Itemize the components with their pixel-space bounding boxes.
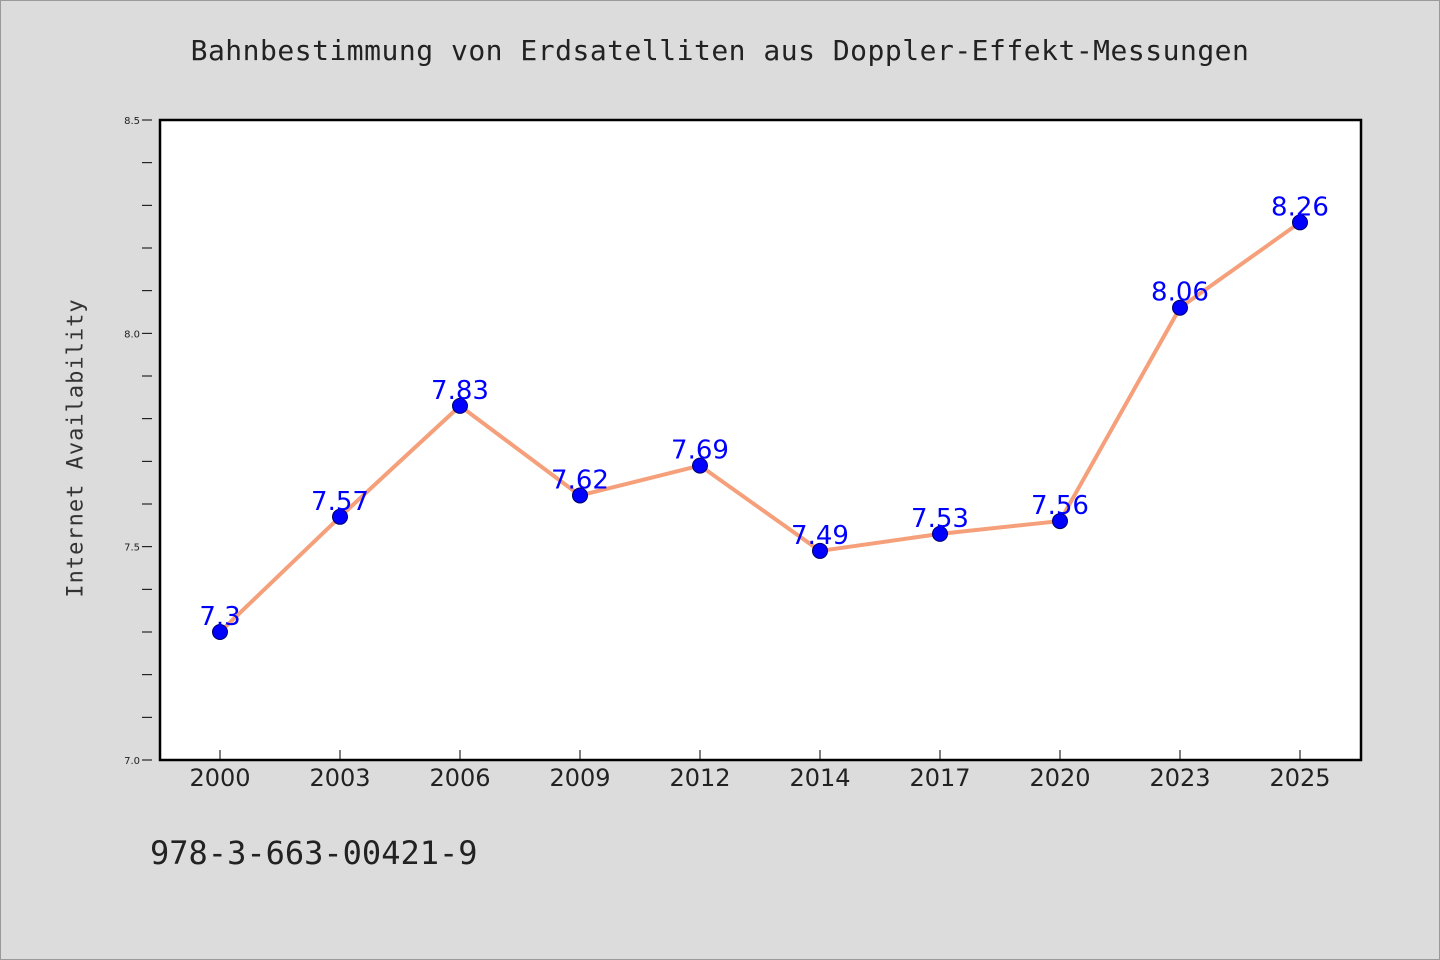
- series-line: [218, 220, 1302, 634]
- data-point: [452, 397, 468, 414]
- data-label: 7.56: [1031, 491, 1089, 521]
- x-tick-label: 2009: [549, 764, 610, 792]
- y-tick-label: 7.5: [124, 543, 140, 554]
- data-point: [1292, 214, 1308, 231]
- data-label: 8.06: [1151, 278, 1209, 308]
- data-point: [692, 457, 708, 474]
- y-axis-ticks: 7.0 7.5 8.0 8.5: [124, 116, 152, 767]
- data-point: [572, 487, 588, 504]
- data-point: [932, 525, 948, 542]
- x-tick-label: 2017: [909, 764, 970, 792]
- x-tick-label: 2020: [1029, 764, 1090, 792]
- plot-border: [158, 118, 1363, 762]
- y-tick-label: 7.0: [124, 756, 140, 767]
- x-tick-label: 2012: [669, 764, 730, 792]
- data-label: 7.49: [791, 521, 849, 551]
- x-tick-label: 2014: [789, 764, 850, 792]
- data-label: 7.83: [431, 376, 489, 406]
- data-label: 7.69: [671, 436, 729, 466]
- data-label: 7.3: [199, 602, 240, 632]
- y-tick-label: 8.5: [124, 116, 140, 127]
- x-tick-label: 2000: [189, 764, 250, 792]
- plot-area: [160, 120, 1361, 760]
- data-label: 7.57: [311, 487, 369, 517]
- data-point: [1172, 299, 1188, 316]
- data-labels: 7.3 7.57 7.83 7.62 7.69 7.49 7.53 7.56 8.06 8.26: [199, 192, 1329, 632]
- data-label: 7.62: [551, 465, 609, 495]
- chart-title: Bahnbestimmung von Erdsatelliten aus Dop…: [190, 34, 1250, 67]
- y-tick-label: 8.0: [124, 329, 140, 340]
- data-label: 8.26: [1271, 192, 1329, 222]
- x-axis-ticks: 2000 2003 2006 2009 2012 2014 2017 2020 2023 2025: [189, 750, 1331, 792]
- x-tick-label: 2023: [1149, 764, 1210, 792]
- x-tick-label: 2025: [1269, 764, 1330, 792]
- data-label: 7.53: [911, 504, 969, 534]
- data-point: [332, 508, 348, 525]
- data-point: [812, 542, 828, 559]
- x-tick-label: 2006: [429, 764, 490, 792]
- isbn-label: 978-3-663-00421-9: [150, 834, 478, 872]
- x-tick-label: 2003: [309, 764, 370, 792]
- data-point: [1052, 513, 1068, 530]
- data-point: [212, 624, 228, 640]
- data-markers: [212, 214, 1308, 640]
